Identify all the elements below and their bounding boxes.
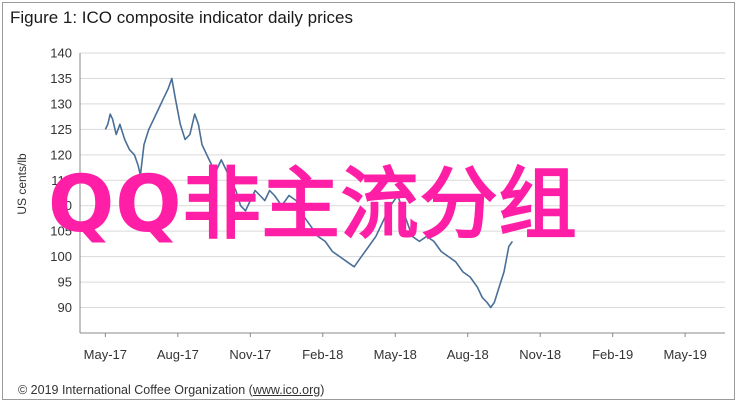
x-tick-label: May-19 [663, 347, 706, 362]
x-tick-labels: May-17 Aug-17 Nov-17 Feb-18 May-18 Aug-18 Nov-… [84, 347, 707, 362]
y-axis-label: US cents/lb [15, 153, 29, 215]
series-line [104, 77, 514, 309]
ico-website-link[interactable]: www.ico.org [252, 383, 321, 397]
footer-suffix: ) [320, 383, 325, 397]
footer-prefix: © 2019 International Coffee Organization… [18, 383, 253, 397]
y-tick-label: 140 [50, 46, 72, 61]
x-tick-label: May-18 [374, 347, 417, 362]
y-tick-label: 100 [50, 249, 72, 264]
axes [79, 53, 725, 337]
x-tick-label: Aug-17 [157, 347, 199, 362]
y-tick-label: 95 [58, 275, 72, 290]
y-tick-label: 105 [50, 224, 72, 239]
x-tick-label: Nov-18 [519, 347, 561, 362]
y-tick-label: 90 [58, 300, 72, 315]
y-tick-label: 135 [50, 71, 72, 86]
y-tick-label: 120 [50, 147, 72, 162]
y-tick-label: 110 [51, 198, 72, 213]
y-tick-label: 125 [50, 122, 72, 137]
y-tick-labels: 90 95 100 105 110 115 120 125 130 135 140 [50, 46, 72, 316]
gridlines [80, 52, 725, 309]
x-tick-label: Nov-17 [229, 347, 271, 362]
x-tick-label: Aug-18 [447, 347, 489, 362]
copyright-footer: © 2019 International Coffee Organization… [18, 383, 324, 397]
series-price [104, 77, 514, 309]
x-tick-label: May-17 [84, 347, 127, 362]
y-tick-label: 130 [50, 96, 72, 111]
chart-title: Figure 1: ICO composite indicator daily … [10, 8, 353, 27]
y-tick-label: 115 [51, 173, 72, 188]
watermark-overlay-text: QQ非主流分组 [48, 160, 578, 250]
x-tick-label: Feb-19 [592, 347, 633, 362]
x-tick-label: Feb-18 [302, 347, 343, 362]
